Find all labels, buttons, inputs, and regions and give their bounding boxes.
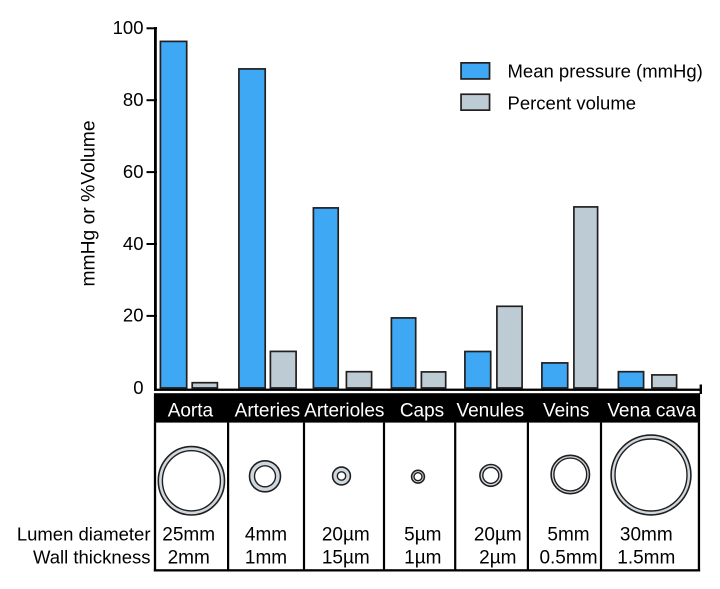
svg-text:1µm: 1µm — [404, 548, 441, 569]
svg-text:Venules: Venules — [456, 401, 524, 422]
svg-text:4mm: 4mm — [245, 525, 287, 546]
svg-text:Mean pressure (mmHg): Mean pressure (mmHg) — [508, 61, 703, 82]
svg-text:20: 20 — [123, 305, 144, 326]
svg-text:2mm: 2mm — [168, 548, 210, 569]
svg-text:Aorta: Aorta — [168, 401, 214, 422]
svg-text:20µm: 20µm — [322, 525, 370, 546]
svg-text:80: 80 — [123, 89, 144, 110]
svg-text:Percent volume: Percent volume — [508, 93, 637, 114]
svg-text:15µm: 15µm — [322, 548, 370, 569]
svg-text:Lumen diameter: Lumen diameter — [17, 524, 151, 545]
svg-text:Wall thickness: Wall thickness — [33, 547, 151, 568]
svg-text:30mm: 30mm — [620, 525, 673, 546]
svg-text:1mm: 1mm — [245, 548, 287, 569]
svg-text:40: 40 — [123, 233, 144, 254]
svg-text:20µm: 20µm — [474, 525, 522, 546]
svg-text:5µm: 5µm — [404, 525, 441, 546]
svg-text:mmHg or %Volume: mmHg or %Volume — [79, 120, 100, 286]
svg-text:0: 0 — [133, 377, 143, 398]
svg-text:25mm: 25mm — [162, 525, 215, 546]
svg-text:Arteries: Arteries — [235, 401, 300, 422]
svg-text:Veins: Veins — [543, 401, 589, 422]
svg-text:60: 60 — [123, 161, 144, 182]
svg-text:0.5mm: 0.5mm — [539, 548, 597, 569]
svg-text:Arterioles: Arterioles — [304, 401, 384, 422]
svg-text:100: 100 — [113, 17, 144, 38]
svg-text:2µm: 2µm — [479, 548, 516, 569]
svg-text:Caps: Caps — [400, 401, 444, 422]
svg-text:1.5mm: 1.5mm — [617, 548, 675, 569]
svg-text:5mm: 5mm — [547, 525, 589, 546]
svg-text:Vena cava: Vena cava — [607, 401, 696, 422]
